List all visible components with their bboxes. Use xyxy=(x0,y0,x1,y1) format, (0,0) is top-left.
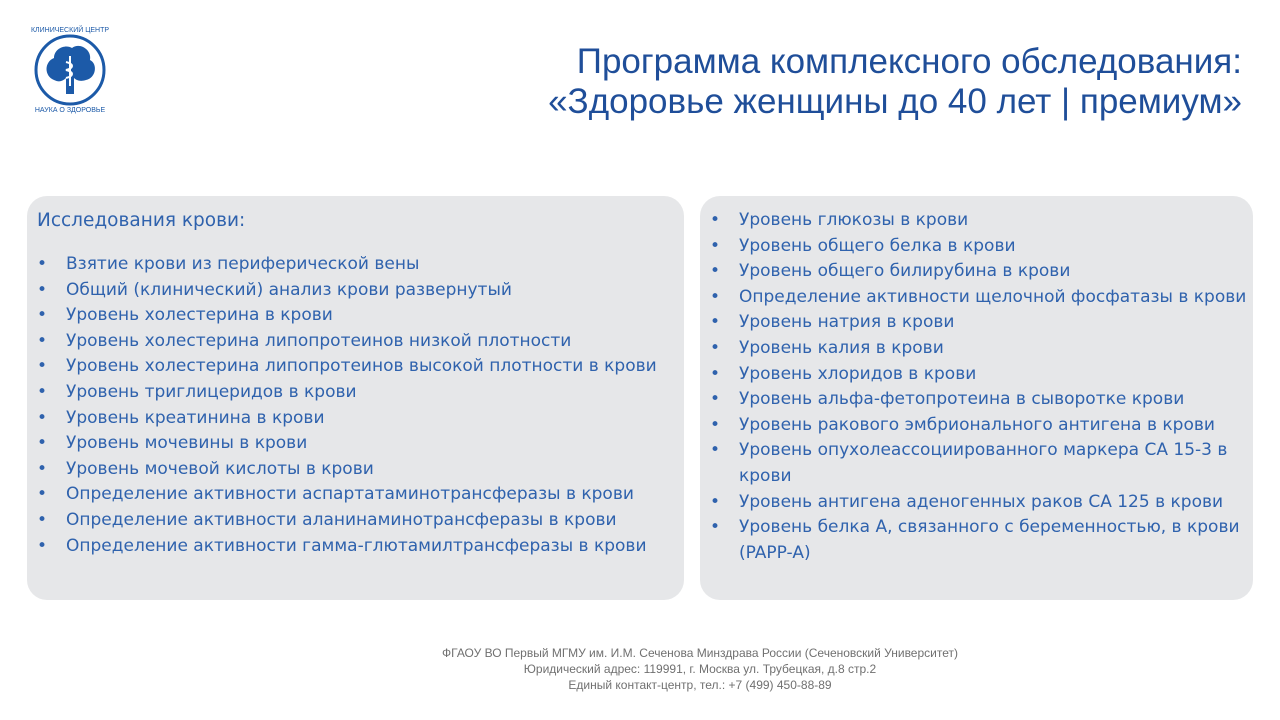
list-item: Уровень альфа-фетопротеина в сыворотке к… xyxy=(710,387,1253,413)
list-item: Определение активности щелочной фосфатаз… xyxy=(710,285,1253,311)
panel-heading: Исследования крови: xyxy=(37,210,246,231)
list-item: Уровень ракового эмбрионального антигена… xyxy=(710,413,1253,439)
list-item: Уровень мочевой кислоты в крови xyxy=(37,457,684,483)
footer-org: ФГАОУ ВО Первый МГМУ им. И.М. Сеченова М… xyxy=(442,646,958,660)
list-item: Определение активности аспартатаминотран… xyxy=(37,482,684,508)
additional-tests-panel: Уровень глюкозы в кровиУровень общего бе… xyxy=(700,196,1253,600)
page-title: Программа комплексного обследования: «Зд… xyxy=(548,42,1242,122)
title-line-2: «Здоровье женщины до 40 лет | премиум» xyxy=(548,82,1242,121)
list-item: Уровень хлоридов в крови xyxy=(710,362,1253,388)
footer-contact: Единый контакт-центр, тел.: +7 (499) 450… xyxy=(568,678,832,692)
list-item: Уровень холестерина липопротеинов низкой… xyxy=(37,329,684,355)
title-line-1: Программа комплексного обследования: xyxy=(576,42,1242,81)
list-item: Уровень холестерина в крови xyxy=(37,303,684,329)
list-item: Уровень холестерина липопротеинов высоко… xyxy=(37,354,684,380)
svg-text:КЛИНИЧЕСКИЙ ЦЕНТР: КЛИНИЧЕСКИЙ ЦЕНТР xyxy=(31,25,109,34)
list-item: Уровень креатинина в крови xyxy=(37,406,684,432)
footer-address: Юридический адрес: 119991, г. Москва ул.… xyxy=(523,662,877,676)
list-item: Уровень общего билирубина в крови xyxy=(710,259,1253,285)
list-item: Уровень триглицеридов в крови xyxy=(37,380,684,406)
list-item: Определение активности гамма-глютамилтра… xyxy=(37,534,684,560)
footer: ФГАОУ ВО Первый МГМУ им. И.М. Сеченова М… xyxy=(400,645,1000,693)
list-item: Уровень калия в крови xyxy=(710,336,1253,362)
list-item: Уровень глюкозы в крови xyxy=(710,208,1253,234)
list-item: Уровень опухолеассоциированного маркера … xyxy=(710,438,1253,489)
list-item: Определение активности аланинаминотрансф… xyxy=(37,508,684,534)
list-item: Уровень общего белка в крови xyxy=(710,234,1253,260)
list-item: Уровень белка А, связанного с беременнос… xyxy=(710,515,1253,566)
clinic-logo: КЛИНИЧЕСКИЙ ЦЕНТР НАУКА О ЗДОРОВЬЕ xyxy=(31,25,109,114)
list-item: Уровень антигена аденогенных раков СА 12… xyxy=(710,490,1253,516)
list-item: Уровень натрия в крови xyxy=(710,310,1253,336)
blood-tests-list: Взятие крови из периферической веныОбщий… xyxy=(37,252,684,559)
list-item: Взятие крови из периферической вены xyxy=(37,252,684,278)
list-item: Общий (клинический) анализ крови разверн… xyxy=(37,278,684,304)
additional-tests-list: Уровень глюкозы в кровиУровень общего бе… xyxy=(710,208,1253,566)
list-item: Уровень мочевины в крови xyxy=(37,431,684,457)
svg-text:НАУКА О ЗДОРОВЬЕ: НАУКА О ЗДОРОВЬЕ xyxy=(35,107,106,114)
blood-tests-panel: Исследования крови: Взятие крови из пери… xyxy=(27,196,684,600)
